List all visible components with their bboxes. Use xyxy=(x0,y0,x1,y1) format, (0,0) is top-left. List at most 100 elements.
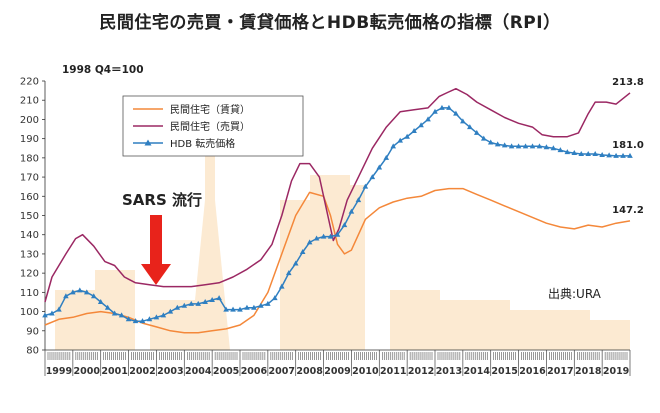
data-point xyxy=(411,127,417,133)
x-year-label: 2012 xyxy=(408,366,434,377)
y-tick-label: 80 xyxy=(26,346,39,357)
source-note: 出典:URA xyxy=(548,287,602,301)
x-year-label: 2019 xyxy=(603,366,629,377)
x-year-label: 2005 xyxy=(213,366,239,377)
data-point xyxy=(174,304,181,310)
x-year-label: 2011 xyxy=(380,366,406,377)
x-year-label: 2010 xyxy=(352,366,379,377)
data-point xyxy=(613,152,619,158)
x-year-label: 2016 xyxy=(519,366,546,377)
data-point xyxy=(515,143,522,149)
data-point xyxy=(362,183,369,189)
y-tick-label: 200 xyxy=(20,115,39,126)
data-point xyxy=(369,174,376,180)
y-tick-label: 160 xyxy=(20,192,39,203)
series-line xyxy=(44,187,631,334)
data-point xyxy=(83,289,90,295)
data-point xyxy=(460,118,466,124)
data-point xyxy=(383,154,390,160)
series-layer: 147.2 213.8 181.0 xyxy=(42,77,644,334)
data-point xyxy=(529,143,536,149)
x-year-label: 2001 xyxy=(101,366,127,377)
data-point xyxy=(146,316,153,322)
data-point xyxy=(167,308,174,314)
data-point xyxy=(390,143,397,149)
data-point xyxy=(620,152,626,158)
chart-title: 民間住宅の売買・賃貸価格とHDB転売価格の指標（RPI） xyxy=(99,13,561,33)
series-end-label: 181.0 xyxy=(612,140,644,151)
data-point xyxy=(104,304,111,310)
data-point xyxy=(153,314,160,320)
data-point xyxy=(111,310,118,316)
data-point xyxy=(70,289,76,295)
data-point xyxy=(132,318,139,324)
data-point xyxy=(299,249,306,255)
data-point xyxy=(508,143,515,149)
x-year-label: 2013 xyxy=(436,366,462,377)
y-tick-label: 180 xyxy=(20,153,39,164)
y-tick-label: 130 xyxy=(20,249,39,260)
data-point xyxy=(334,231,341,237)
x-year-label: 2006 xyxy=(241,366,268,377)
legend-label-hdb: HDB 転売価格 xyxy=(170,137,235,150)
y-tick-label: 140 xyxy=(20,230,39,241)
data-point xyxy=(355,197,362,203)
data-point xyxy=(467,124,473,130)
data-point xyxy=(501,142,508,148)
data-point xyxy=(439,104,445,110)
data-point xyxy=(425,116,431,122)
data-point xyxy=(522,143,529,149)
x-year-label: 2002 xyxy=(129,366,155,377)
x-year-label: 2008 xyxy=(296,366,323,377)
y-tick-label: 120 xyxy=(20,269,39,280)
y-tick-label: 110 xyxy=(20,288,39,299)
data-point xyxy=(265,300,271,306)
data-point xyxy=(432,108,438,114)
data-point xyxy=(592,151,598,157)
data-point xyxy=(473,129,480,135)
data-point xyxy=(90,293,97,299)
data-point xyxy=(564,149,571,155)
x-year-label: 2004 xyxy=(185,366,212,377)
legend-item-rent: 民間住宅（賃貸） xyxy=(133,103,250,116)
y-tick-label: 100 xyxy=(20,307,39,318)
sars-annotation: SARS 流行 xyxy=(122,191,202,209)
data-point xyxy=(195,300,202,306)
data-point xyxy=(599,151,605,157)
data-point xyxy=(230,306,236,312)
data-point xyxy=(188,300,195,306)
data-point xyxy=(42,312,48,318)
data-point xyxy=(125,316,132,322)
x-year-label: 2014 xyxy=(464,366,491,377)
y-tick-label: 90 xyxy=(26,326,39,337)
data-point xyxy=(202,298,208,304)
data-point xyxy=(313,235,320,241)
data-point xyxy=(578,151,585,157)
data-point xyxy=(404,133,410,139)
x-axis: 1999 2000 2001 2002 2003 2004 2005 2006 2007 2008… xyxy=(44,349,631,377)
data-point xyxy=(543,144,550,150)
data-point xyxy=(571,150,578,156)
legend-label-rent: 民間住宅（賃貸） xyxy=(170,103,250,116)
data-point xyxy=(160,312,167,318)
legend-item-sale: 民間住宅（売買） xyxy=(133,120,250,133)
data-point xyxy=(341,222,348,228)
y-tick-label: 190 xyxy=(20,134,39,145)
data-point xyxy=(606,152,612,158)
data-point xyxy=(56,306,62,312)
data-point xyxy=(258,302,264,308)
series-0: 147.2 xyxy=(44,187,644,334)
y-tick-label: 210 xyxy=(20,96,39,107)
base-note: 1998 Q4＝100 xyxy=(62,64,144,76)
data-point xyxy=(63,293,69,299)
data-point xyxy=(237,306,243,312)
data-point xyxy=(627,152,633,158)
data-point xyxy=(550,145,557,151)
data-point xyxy=(49,310,55,316)
legend-item-hdb: HDB 転売価格 xyxy=(133,137,235,150)
data-point xyxy=(557,147,564,153)
y-tick-label: 150 xyxy=(20,211,39,222)
data-point xyxy=(376,164,383,170)
data-point xyxy=(139,318,146,324)
